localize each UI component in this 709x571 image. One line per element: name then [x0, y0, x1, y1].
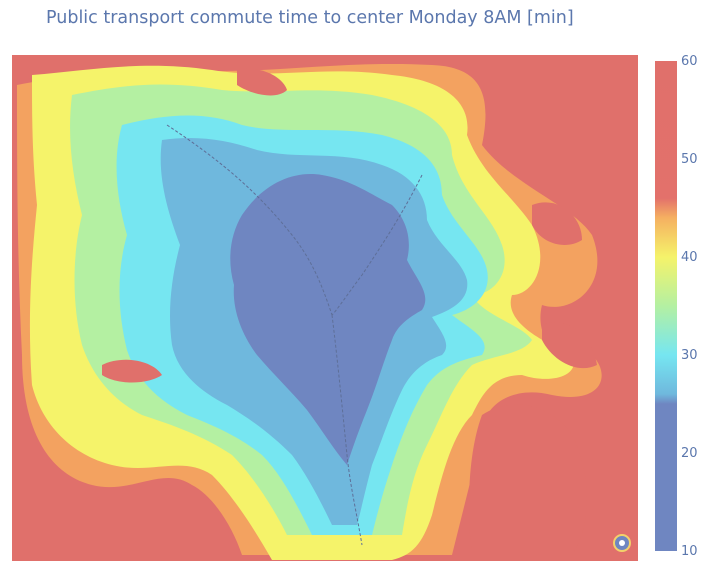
zone-60-spot-1: [237, 68, 287, 96]
colorbar-tick-20: 20: [681, 446, 698, 461]
zone-60-spot-2: [102, 359, 162, 383]
transit-line: [331, 314, 363, 546]
commute-heatmap[interactable]: [12, 55, 638, 561]
colorbar-tick-40: 40: [681, 250, 698, 265]
colorbar-tick-50: 50: [681, 152, 698, 167]
transit-line: [166, 124, 333, 316]
colorbar-tick-60: 60: [681, 54, 698, 69]
colorbar: [655, 61, 677, 551]
zone-60-spot-3: [532, 202, 582, 245]
colorbar-tick-10: 10: [681, 544, 698, 559]
zone-60-spot-5: [469, 404, 587, 555]
center-marker-icon[interactable]: [612, 533, 632, 553]
transit-line: [331, 174, 423, 316]
map-title: Public transport commute time to center …: [46, 8, 574, 28]
zone-20-min: [230, 174, 426, 465]
zone-60-spot-4: [542, 322, 597, 369]
colorbar-tick-30: 30: [681, 348, 698, 363]
